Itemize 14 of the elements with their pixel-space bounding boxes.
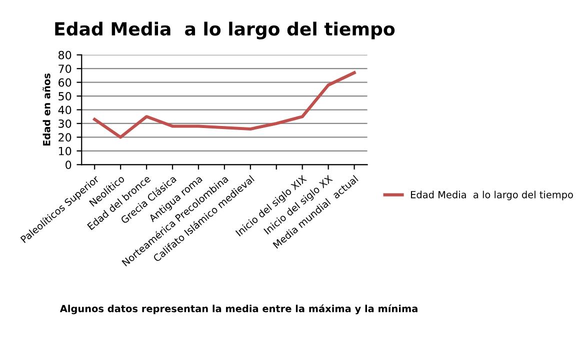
- y-tick-label: 30: [58, 119, 72, 128]
- line-series: [93, 71, 356, 139]
- y-tick-label: 70: [58, 64, 72, 73]
- chart-title: Edad Media a lo largo del tiempo: [55, 22, 395, 40]
- y-tick-label: 50: [58, 92, 72, 100]
- y-tick-label: 0: [66, 160, 72, 170]
- text: Algunos datos representan la media entre la máxima y la mínima: [60, 304, 418, 314]
- y-axis-title: Edad en años: [42, 74, 50, 146]
- y-tick-label: 40: [58, 106, 72, 114]
- y-tick-label: 80: [58, 50, 72, 60]
- legend-label: Edad Media a lo largo del tiempo: [411, 190, 573, 200]
- y-tick-label: 20: [58, 133, 72, 142]
- y-tick-label: 60: [58, 78, 72, 87]
- y-tick-label: 10: [58, 146, 72, 156]
